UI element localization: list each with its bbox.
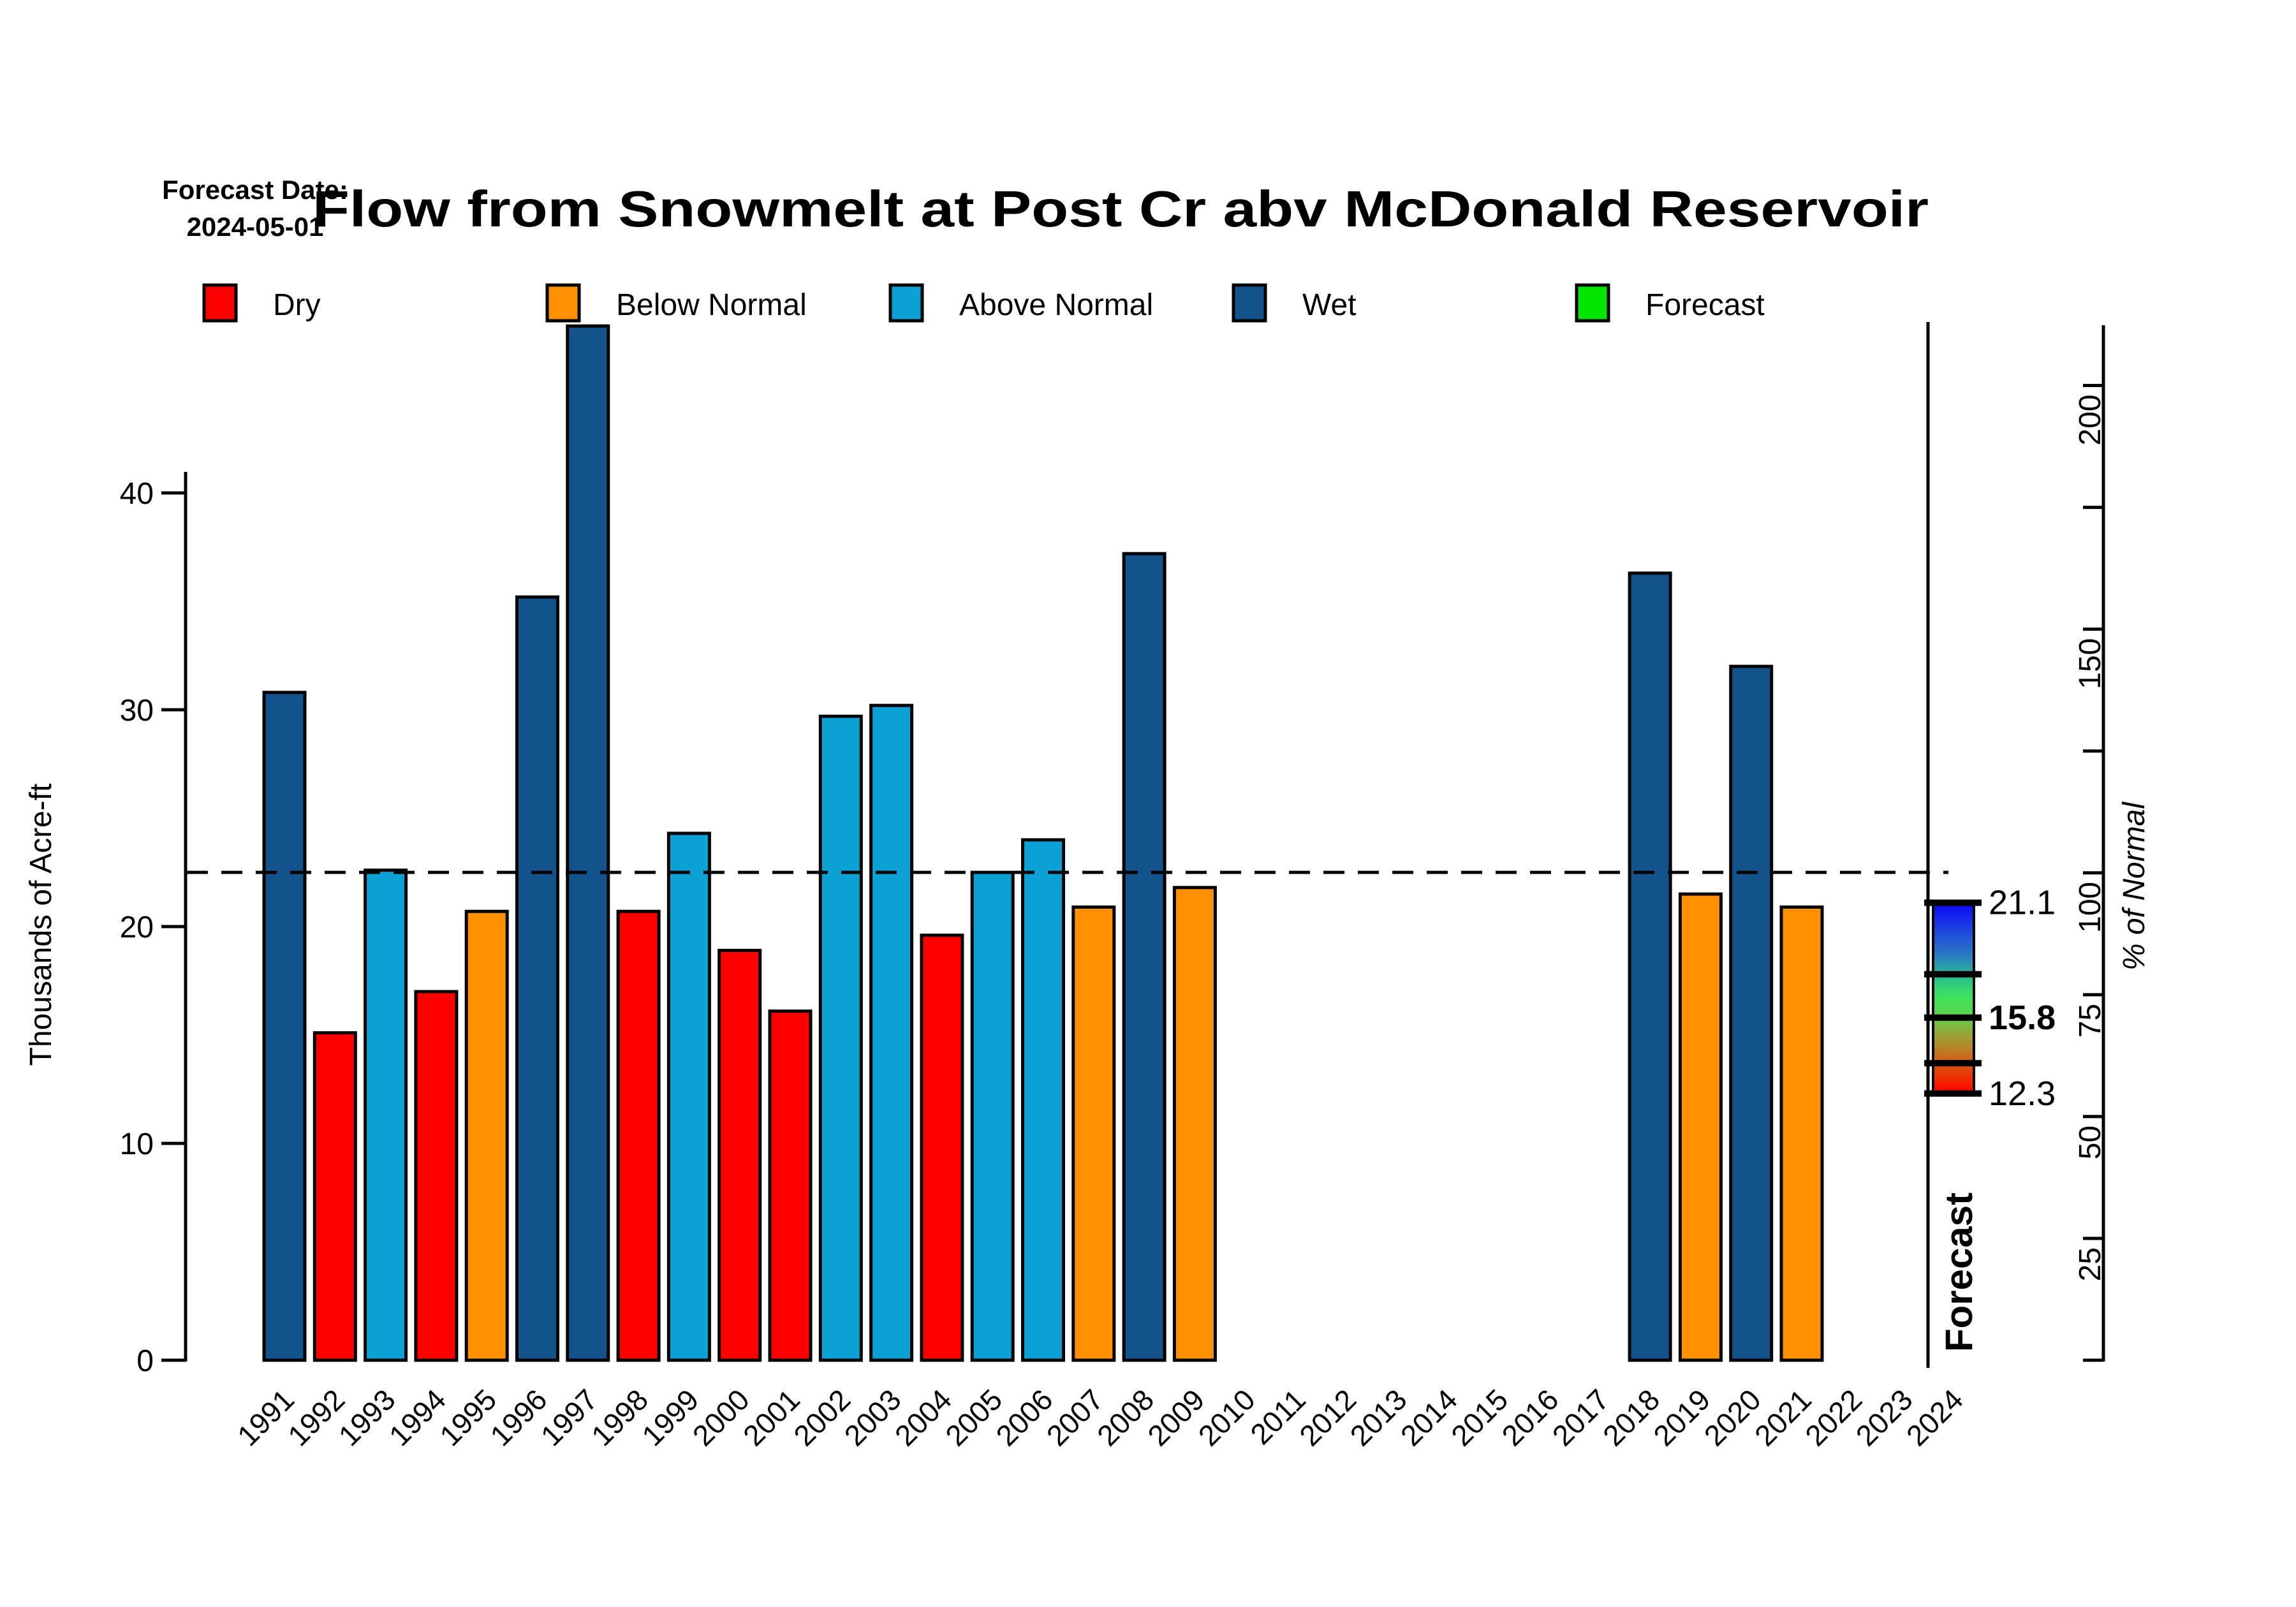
bar-2008 — [1122, 552, 1166, 1362]
legend-label: Below Normal — [616, 288, 807, 322]
x-label-2020: 2020 — [1698, 1383, 1767, 1452]
bar-2005 — [970, 870, 1015, 1362]
x-label-2022: 2022 — [1799, 1383, 1868, 1452]
x-label-2007: 2007 — [1040, 1383, 1110, 1452]
right-axis-tick-label: 200 — [2073, 395, 2107, 446]
bar-2004 — [920, 934, 964, 1362]
forecast-value-label: 12.3 — [1989, 1075, 2056, 1113]
x-label-2018: 2018 — [1596, 1383, 1666, 1452]
right-axis-tick-label: 75 — [2073, 1004, 2107, 1038]
bar-2002 — [818, 714, 863, 1362]
x-label-1996: 1996 — [483, 1383, 553, 1452]
x-label-2010: 2010 — [1192, 1383, 1262, 1452]
bar-1998 — [616, 909, 661, 1362]
legend-swatch-icon — [545, 283, 581, 323]
bar-2019 — [1678, 892, 1723, 1362]
legend-swatch-icon — [202, 283, 238, 323]
left-axis: 0 10 20 30 40 — [120, 472, 188, 1378]
legend-label: Above Normal — [959, 288, 1153, 322]
x-label-2023: 2023 — [1850, 1383, 1919, 1452]
left-axis-tick-label: 30 — [120, 694, 154, 728]
forecast-value-label: 15.8 — [1989, 999, 2056, 1037]
legend-item-dry: Dry — [202, 283, 321, 323]
legend-swatch-icon — [1575, 283, 1610, 323]
x-label-2008: 2008 — [1091, 1383, 1160, 1452]
legend-item-above-normal: Above Normal — [888, 283, 1153, 323]
bar-2007 — [1071, 905, 1116, 1362]
forecast-panel: 21.1 15.8 12.3 — [1924, 322, 2056, 1368]
x-label-2019: 2019 — [1647, 1383, 1716, 1452]
legend-item-below-normal: Below Normal — [545, 283, 807, 323]
x-label-2016: 2016 — [1495, 1383, 1564, 1452]
x-label-1995: 1995 — [433, 1383, 503, 1452]
x-label-1999: 1999 — [635, 1383, 705, 1452]
left-axis-title: Thousands of Acre-ft — [24, 784, 58, 1066]
right-axis-tick-label: 50 — [2073, 1126, 2107, 1159]
x-label-2009: 2009 — [1141, 1383, 1211, 1452]
x-label-1991: 1991 — [231, 1383, 300, 1452]
bar-1994 — [414, 990, 459, 1362]
right-axis-tick-label: 100 — [2073, 882, 2107, 933]
bar-2006 — [1021, 838, 1065, 1362]
x-label-2006: 2006 — [989, 1383, 1059, 1452]
bar-2018 — [1628, 571, 1672, 1362]
x-label-2003: 2003 — [838, 1383, 908, 1452]
chart-title: Flow from Snowmelt at Post Cr abv McDona… — [313, 180, 1929, 237]
x-label-1992: 1992 — [281, 1383, 351, 1452]
bar-1991 — [262, 691, 307, 1362]
x-label-2014: 2014 — [1394, 1383, 1464, 1452]
right-axis-tick-label: 25 — [2073, 1247, 2107, 1281]
x-label-2005: 2005 — [939, 1383, 1008, 1452]
bar-2020 — [1729, 664, 1774, 1362]
x-label-1998: 1998 — [585, 1383, 654, 1452]
x-label-2000: 2000 — [686, 1383, 756, 1452]
right-axis: 25 50 75 100 150 200 — [2073, 325, 2107, 1362]
x-label-1994: 1994 — [383, 1383, 452, 1452]
x-label-2015: 2015 — [1445, 1383, 1514, 1452]
x-label-1997: 1997 — [534, 1383, 604, 1452]
legend-swatch-icon — [888, 283, 924, 323]
bar-2001 — [768, 1009, 813, 1362]
x-label-2001: 2001 — [737, 1383, 806, 1452]
bar-1997 — [566, 324, 610, 1362]
bar-2009 — [1172, 886, 1217, 1362]
forecast-panel-title: Forecast — [1938, 1192, 1980, 1352]
left-axis-tick-label: 0 — [136, 1344, 154, 1378]
legend-item-wet: Wet — [1232, 283, 1356, 323]
x-label-2017: 2017 — [1546, 1383, 1615, 1452]
bar-2003 — [869, 703, 914, 1362]
right-axis-title: % of Normal — [2117, 802, 2151, 971]
x-axis-labels: 1991199219931994199519961997199819992000… — [231, 1383, 1969, 1452]
forecast-date-value: 2024-05-01 — [187, 212, 324, 242]
bar-1993 — [364, 869, 408, 1362]
bar-2021 — [1779, 905, 1824, 1362]
legend-label: Wet — [1302, 288, 1356, 322]
legend-item-forecast: Forecast — [1575, 283, 1765, 323]
bar-1996 — [515, 595, 559, 1362]
legend: Dry Below Normal Above Normal Wet Forecast — [202, 283, 1765, 323]
x-label-2021: 2021 — [1748, 1383, 1818, 1452]
left-axis-tick-label: 40 — [120, 477, 154, 511]
x-label-2024: 2024 — [1900, 1383, 1969, 1452]
x-label-2011: 2011 — [1244, 1383, 1312, 1451]
bar-1995 — [464, 909, 509, 1362]
x-label-2002: 2002 — [787, 1383, 857, 1452]
x-label-1993: 1993 — [332, 1383, 402, 1452]
x-label-2004: 2004 — [888, 1383, 958, 1452]
forecast-value-label: 21.1 — [1989, 884, 2056, 922]
legend-label: Forecast — [1645, 288, 1765, 322]
legend-label: Dry — [273, 288, 321, 322]
x-label-2012: 2012 — [1293, 1383, 1362, 1452]
left-axis-tick-label: 20 — [120, 911, 154, 944]
bar-1992 — [313, 1031, 357, 1362]
bars — [262, 324, 1824, 1362]
right-axis-tick-label: 150 — [2073, 638, 2107, 689]
legend-swatch-icon — [1232, 283, 1267, 323]
forecast-date-label: Forecast Date: — [162, 175, 348, 205]
left-axis-tick-label: 10 — [120, 1127, 154, 1161]
bar-1999 — [666, 832, 711, 1362]
bar-2000 — [718, 948, 762, 1362]
x-label-2013: 2013 — [1344, 1383, 1413, 1452]
